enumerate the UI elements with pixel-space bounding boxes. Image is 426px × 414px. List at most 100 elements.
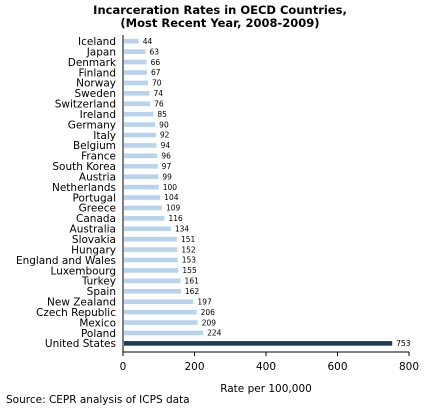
category-label: United States <box>45 338 116 350</box>
category-label: Mexico <box>79 317 116 329</box>
bar <box>124 216 165 221</box>
category-label: Canada <box>76 213 116 225</box>
bar <box>124 184 159 190</box>
category-labels: IcelandJapanDenmarkFinlandNorwaySwedenSw… <box>16 36 117 350</box>
category-label: New Zealand <box>47 297 116 309</box>
value-label: 104 <box>164 193 179 202</box>
value-label: 100 <box>163 183 178 192</box>
x-tick-label: 400 <box>256 361 276 373</box>
value-label: 70 <box>152 79 162 88</box>
bar <box>124 101 151 107</box>
category-label: Ireland <box>80 109 116 121</box>
bar <box>124 49 146 54</box>
bar <box>124 257 178 263</box>
bar <box>124 268 179 273</box>
x-tick-label: 800 <box>399 361 419 373</box>
chart-title-line-2: (Most Recent Year, 2008-2009) <box>120 16 319 30</box>
category-label: Spain <box>87 286 116 298</box>
x-ticks: 0 200 400 600 800 <box>120 352 419 373</box>
value-label: 94 <box>161 141 171 150</box>
category-label: France <box>81 151 116 163</box>
category-label: Finland <box>78 67 116 79</box>
bar <box>124 309 197 315</box>
source-note: Source: CEPR analysis of ICPS data <box>6 394 190 406</box>
category-label: Denmark <box>68 57 117 69</box>
category-label: Hungary <box>71 244 116 256</box>
bars-layer <box>124 38 393 346</box>
category-label: Austria <box>79 171 116 183</box>
value-label: 224 <box>207 329 222 338</box>
category-label: Turkey <box>81 276 116 288</box>
value-label: 92 <box>160 131 170 140</box>
value-label: 206 <box>201 308 216 317</box>
value-label: 76 <box>154 99 164 108</box>
bar <box>124 80 149 86</box>
value-label: 74 <box>153 89 163 98</box>
category-label: Japan <box>86 46 116 58</box>
value-label: 90 <box>159 120 169 129</box>
bar <box>124 143 157 148</box>
value-label: 97 <box>162 162 172 171</box>
category-label: Iceland <box>78 36 116 48</box>
value-label: 162 <box>185 287 200 296</box>
value-label: 209 <box>202 318 217 327</box>
category-label: Australia <box>70 224 116 236</box>
category-label: England and Wales <box>16 255 116 267</box>
category-label: Switzerland <box>55 99 116 111</box>
category-label: South Korea <box>52 161 116 173</box>
value-label: 753 <box>396 339 411 348</box>
bar <box>124 195 161 200</box>
value-label: 152 <box>181 245 196 254</box>
bar <box>124 153 158 159</box>
category-label: Italy <box>93 130 116 142</box>
value-label: 67 <box>151 68 161 77</box>
bar <box>124 70 147 75</box>
bar <box>124 288 181 294</box>
bar <box>124 247 178 252</box>
bar <box>124 38 139 44</box>
category-label: Greece <box>79 203 116 215</box>
value-label: 99 <box>162 172 172 181</box>
category-label: Germany <box>68 119 116 131</box>
category-label: Norway <box>76 78 116 90</box>
value-label: 109 <box>166 204 181 213</box>
bar <box>124 91 150 96</box>
bar <box>124 163 158 169</box>
value-label: 134 <box>175 224 190 233</box>
bar <box>124 59 147 65</box>
category-label: Czech Republic <box>36 307 116 319</box>
bar <box>124 111 154 117</box>
bar <box>124 132 156 138</box>
x-tick-label: 0 <box>120 361 127 373</box>
bar <box>124 205 162 211</box>
bar <box>124 226 171 232</box>
value-label: 66 <box>151 58 161 67</box>
x-axis-title: Rate per 100,000 <box>220 383 312 395</box>
bar <box>124 174 159 179</box>
value-label: 153 <box>182 256 197 265</box>
value-label: 161 <box>185 277 200 286</box>
category-label: Slovakia <box>72 234 116 246</box>
bar <box>124 278 181 284</box>
value-label: 116 <box>168 214 183 223</box>
value-label: 155 <box>182 266 197 275</box>
bar <box>124 330 204 336</box>
category-label: Portugal <box>73 192 117 204</box>
category-label: Luxembourg <box>51 265 116 277</box>
category-label: Netherlands <box>52 182 116 194</box>
value-label: 44 <box>143 37 153 46</box>
chart-title-line-1: Incarceration Rates in OECD Countries, <box>93 3 347 17</box>
category-label: Sweden <box>75 88 117 100</box>
value-label: 63 <box>150 47 160 56</box>
value-label: 96 <box>161 152 171 161</box>
x-tick-label: 200 <box>184 361 204 373</box>
bar <box>124 122 156 127</box>
value-label: 151 <box>181 235 196 244</box>
bar <box>124 299 194 305</box>
category-label: Poland <box>81 328 116 340</box>
category-label: Belgium <box>73 140 116 152</box>
value-label: 85 <box>157 110 167 119</box>
bar <box>124 236 177 242</box>
